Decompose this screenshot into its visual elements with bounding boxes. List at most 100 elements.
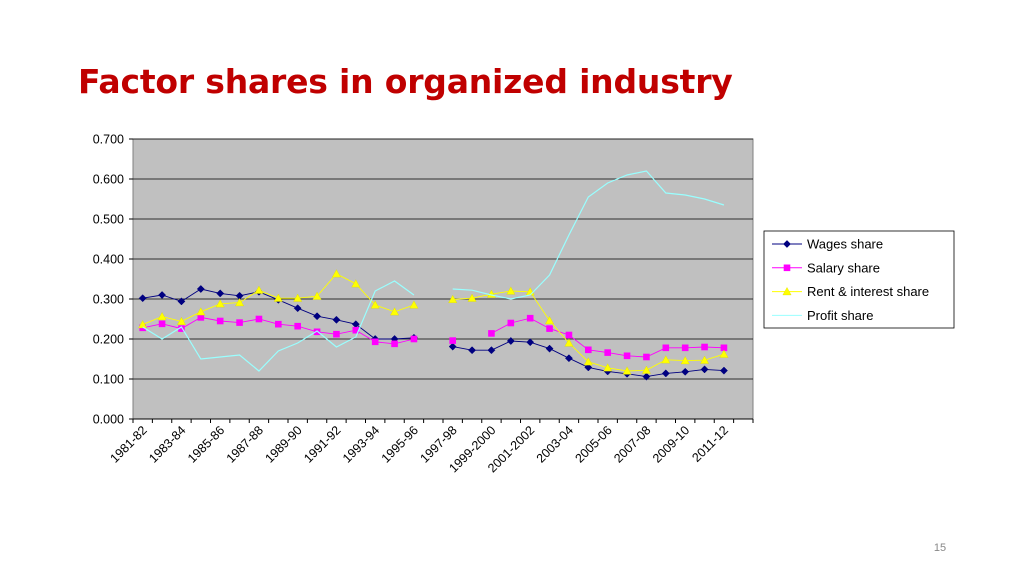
x-tick-label: 2011-12 xyxy=(689,423,731,465)
data-point xyxy=(235,298,245,307)
data-point xyxy=(506,337,515,345)
data-point xyxy=(176,316,186,325)
x-tick-label: 1985-86 xyxy=(185,423,227,465)
x-tick-label: 1995-96 xyxy=(379,423,421,465)
data-point xyxy=(468,346,477,355)
legend: Wages share Salary share Rent & interest s… xyxy=(763,230,955,329)
gridlines xyxy=(133,138,753,380)
data-point xyxy=(564,354,573,363)
data-point xyxy=(604,349,611,356)
data-point xyxy=(565,331,573,339)
data-point xyxy=(215,299,225,308)
data-point xyxy=(294,322,301,330)
data-point xyxy=(641,365,651,374)
data-point xyxy=(409,300,419,309)
data-point xyxy=(487,346,496,355)
data-point xyxy=(661,355,671,364)
data-point xyxy=(585,346,592,354)
x-tick-label: 1981-82 xyxy=(107,423,149,465)
data-point xyxy=(273,293,283,302)
data-point xyxy=(449,337,456,344)
y-tick-label: 0.600 xyxy=(93,173,124,187)
legend-marker xyxy=(783,264,791,272)
data-point xyxy=(196,307,206,316)
plot-area xyxy=(132,138,754,420)
legend-box xyxy=(763,230,955,329)
data-point xyxy=(662,344,670,352)
data-point xyxy=(158,320,166,328)
legend-label: Wages share xyxy=(807,237,883,252)
data-point xyxy=(546,325,553,332)
data-point xyxy=(293,304,302,313)
data-point xyxy=(371,338,379,346)
x-tick-label: 1991-92 xyxy=(301,423,343,465)
data-point xyxy=(583,357,593,366)
data-point xyxy=(216,317,224,325)
y-tick-label: 0.100 xyxy=(93,373,124,387)
data-point xyxy=(661,369,670,378)
legend-item: Rent & interest share xyxy=(772,284,929,299)
series-line xyxy=(142,280,415,372)
y-tick-label: 0.200 xyxy=(93,333,124,347)
data-point xyxy=(351,279,361,288)
data-point xyxy=(720,344,728,352)
data-point xyxy=(255,315,263,323)
x-tick-label: 1993-94 xyxy=(340,423,382,465)
data-point xyxy=(681,367,690,376)
data-point xyxy=(526,338,535,347)
data-point xyxy=(390,307,400,316)
data-point xyxy=(506,286,516,295)
data-point xyxy=(623,352,631,360)
data-point xyxy=(467,293,477,302)
page-number: 15 xyxy=(933,542,947,554)
x-tick-label: 2005-06 xyxy=(572,423,614,465)
y-tick-label: 0.500 xyxy=(93,213,124,227)
data-point xyxy=(701,343,708,351)
data-point xyxy=(331,269,341,278)
x-tick-label: 2009-10 xyxy=(650,423,692,465)
data-point xyxy=(507,319,515,327)
data-point xyxy=(275,320,282,328)
data-point xyxy=(719,349,729,358)
data-point xyxy=(157,312,167,321)
data-point xyxy=(681,344,689,352)
data-point xyxy=(138,294,147,303)
data-point xyxy=(254,285,264,294)
x-tick-label: 1989-90 xyxy=(262,423,304,465)
series-layer xyxy=(138,170,729,381)
data-point xyxy=(448,342,457,351)
data-point xyxy=(313,328,321,336)
data-point xyxy=(643,353,650,361)
data-point xyxy=(391,340,398,348)
data-point xyxy=(138,320,148,329)
legend-marker xyxy=(783,240,791,248)
y-tick-label: 0.000 xyxy=(93,413,124,427)
data-point xyxy=(700,365,709,374)
data-point xyxy=(488,330,495,337)
data-point xyxy=(603,363,613,372)
data-point xyxy=(622,366,632,375)
legend-item: Profit share xyxy=(772,308,873,323)
data-point xyxy=(370,300,380,309)
x-tick-label: 2007-08 xyxy=(611,423,653,465)
data-point xyxy=(410,335,418,343)
x-tick-label: 2003-04 xyxy=(534,423,576,465)
x-tick-label: 1987-88 xyxy=(224,423,266,465)
data-point xyxy=(584,363,593,372)
data-point xyxy=(197,314,205,321)
data-point xyxy=(352,326,360,334)
data-point xyxy=(178,325,185,332)
series-4 xyxy=(142,170,725,372)
data-point xyxy=(158,291,167,299)
data-point xyxy=(719,366,728,375)
data-point xyxy=(680,356,690,365)
data-point xyxy=(545,344,554,353)
x-tick-label: 1983-84 xyxy=(146,423,188,465)
series-2 xyxy=(139,314,728,361)
y-tick-label: 0.300 xyxy=(93,293,124,307)
data-point xyxy=(642,372,651,381)
data-point xyxy=(564,338,574,347)
series-line xyxy=(452,170,725,300)
data-point xyxy=(196,285,205,293)
